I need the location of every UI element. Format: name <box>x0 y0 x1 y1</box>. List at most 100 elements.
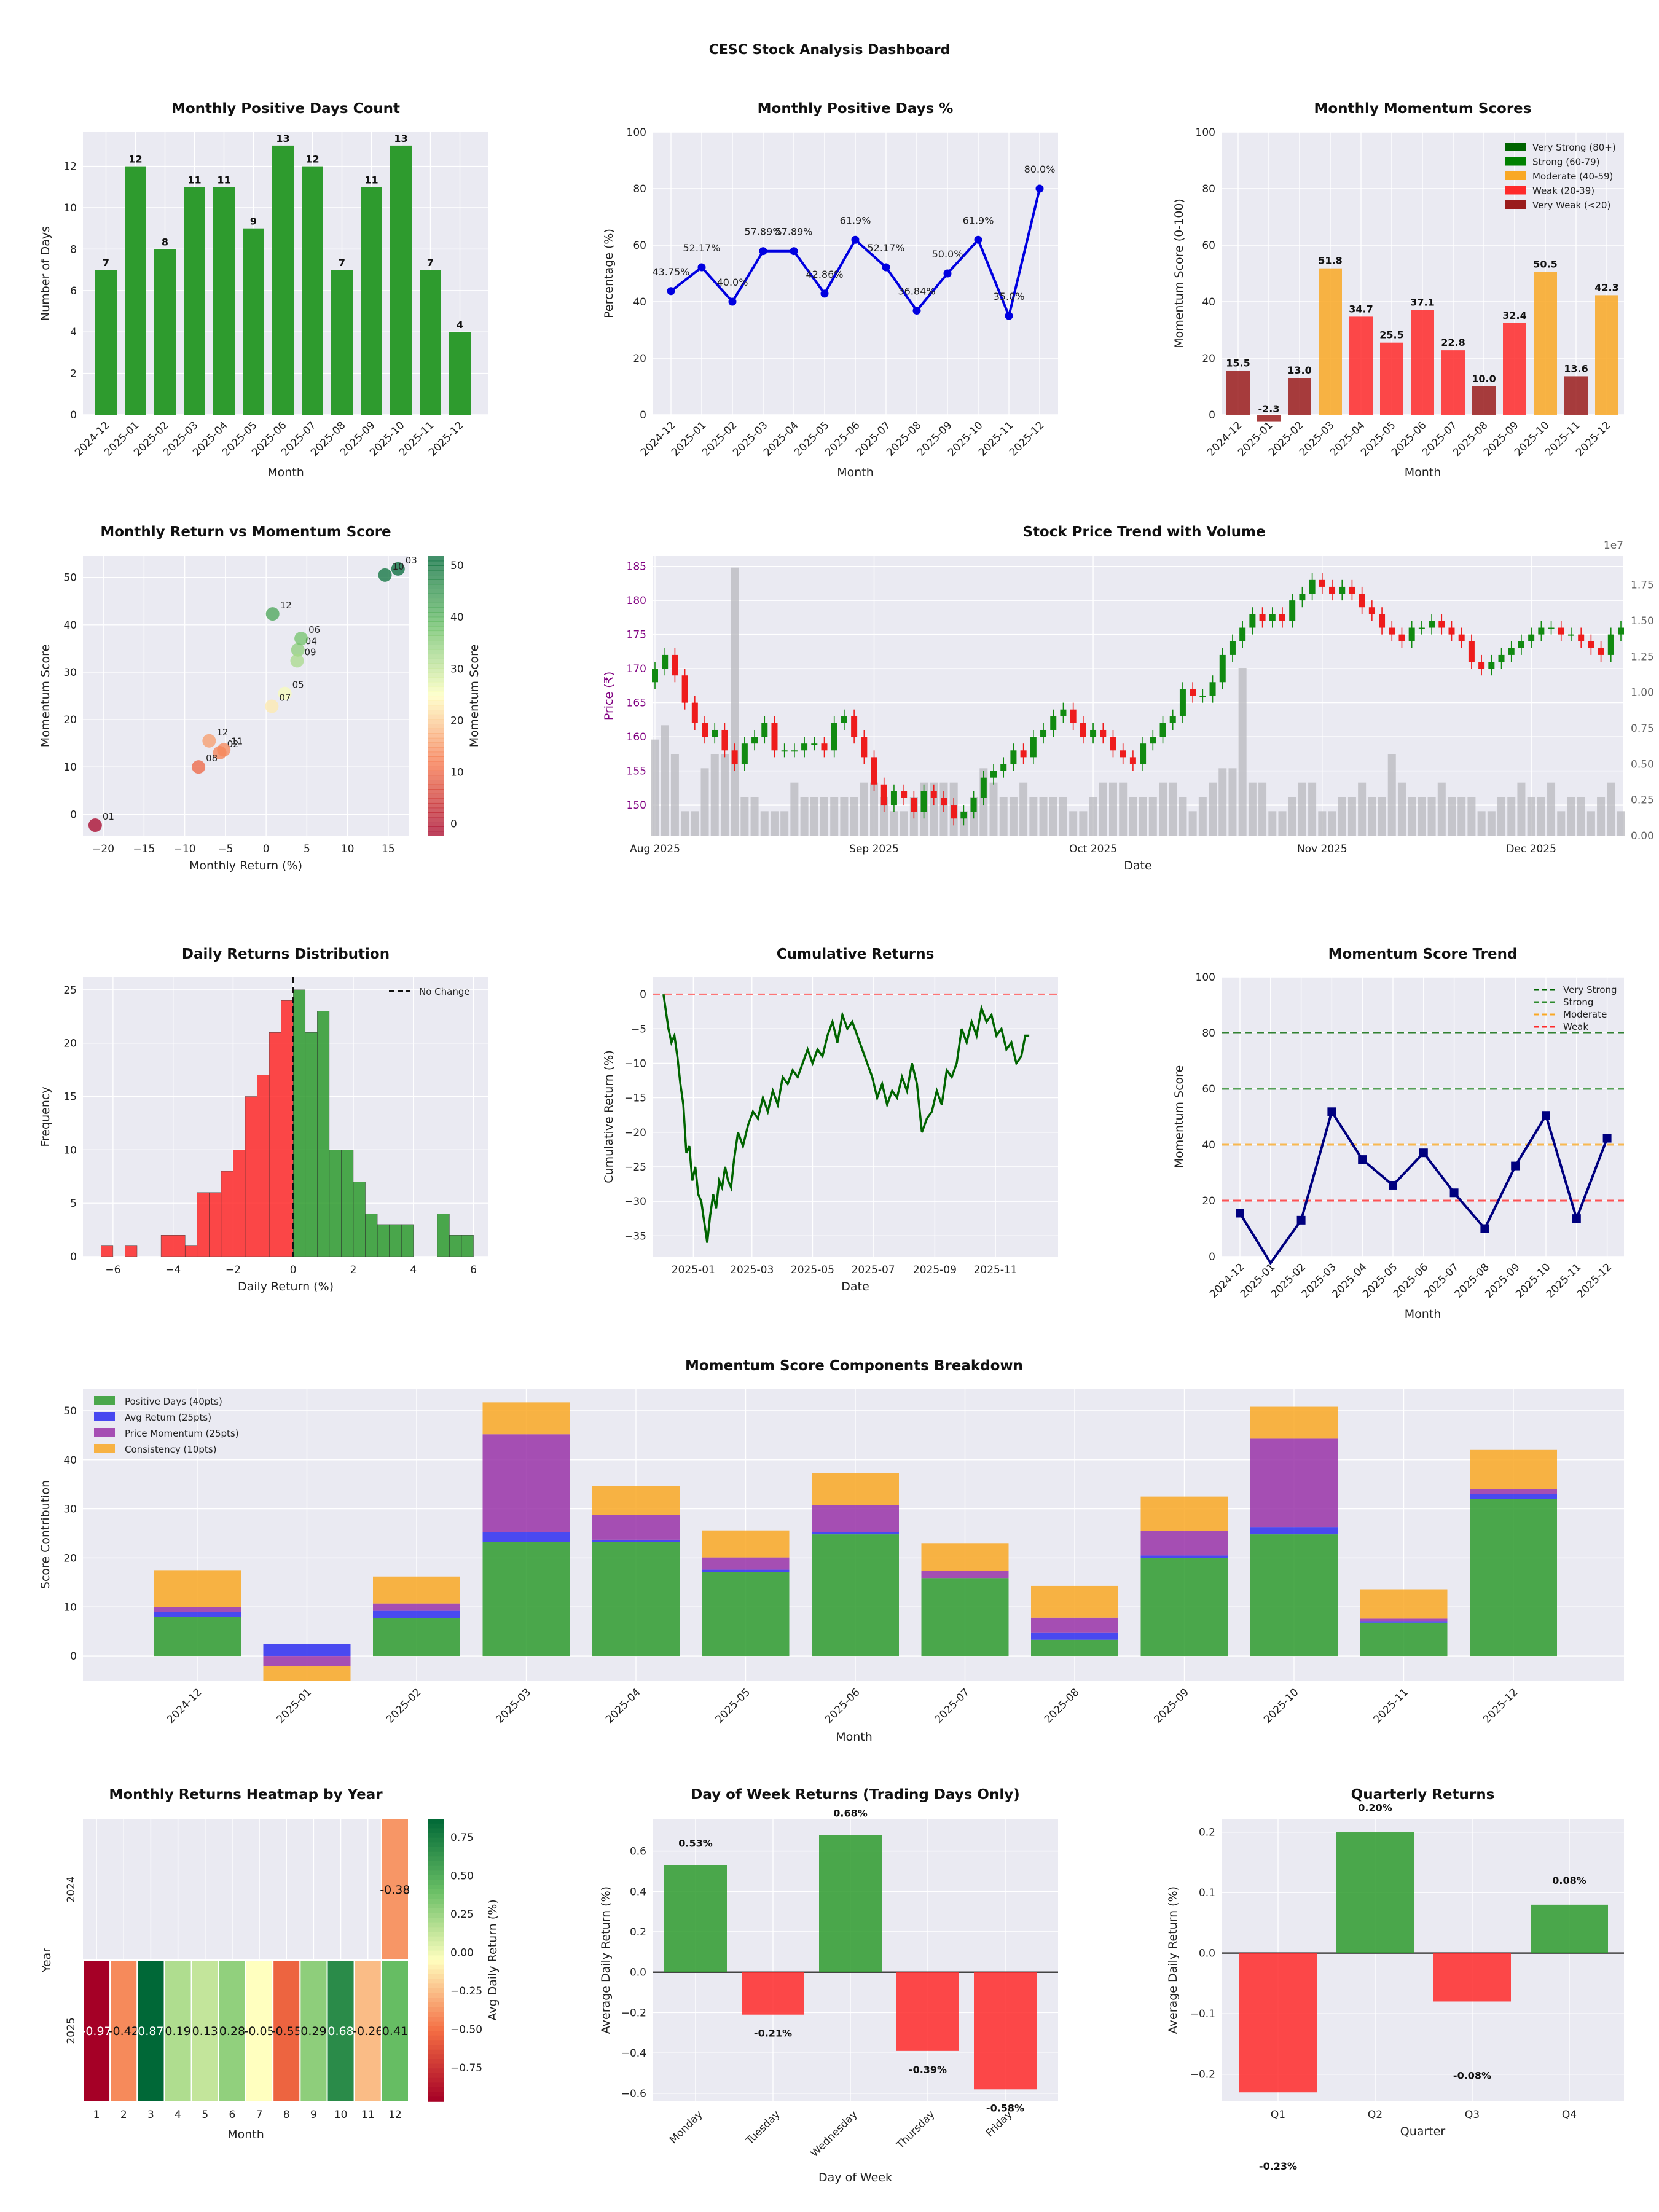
colorbar-step <box>428 724 444 729</box>
legend-item: Weak <box>1563 1021 1588 1032</box>
point-2024-12 <box>667 287 675 296</box>
colorbar-step <box>428 826 444 832</box>
colorbar-step <box>428 1960 444 1966</box>
cell-label: 0.28 <box>219 2025 245 2038</box>
y-tick-label: −5 <box>631 1023 646 1035</box>
x-tick-label: 2024-12 <box>165 1686 204 1725</box>
x-tick-label: Q2 <box>1368 2109 1382 2121</box>
x-axis-label: Monthly Return (%) <box>189 859 302 873</box>
segment <box>482 1542 570 1657</box>
candle <box>712 729 718 737</box>
colorbar-step <box>428 602 444 608</box>
volume-bar <box>1278 811 1287 836</box>
colorbar-step <box>428 2040 444 2045</box>
colorbar-tick: −0.25 <box>450 1985 482 1998</box>
y-tick-label: 2 <box>70 368 77 380</box>
colorbar-step <box>428 784 444 790</box>
point-2025-03 <box>759 247 767 256</box>
point <box>278 686 292 700</box>
point-2025-04 <box>1358 1155 1367 1164</box>
bar-2025-01 <box>125 166 146 415</box>
colorbar-step <box>428 1870 444 1876</box>
colorbar-step <box>428 593 444 599</box>
bar-2025-04 <box>1349 316 1373 415</box>
volume-bar <box>999 797 1008 836</box>
colorbar-step <box>428 584 444 589</box>
data-label: 61.9% <box>840 214 871 226</box>
colorbar-tick: 50 <box>450 560 464 572</box>
volume-bar <box>1049 797 1057 836</box>
data-label: -2.3 <box>1258 403 1280 415</box>
chart-title: Momentum Score Trend <box>1328 946 1518 962</box>
x-tick-label: Aug 2025 <box>630 843 680 855</box>
colorbar-step <box>428 1856 444 1862</box>
bar-2025-11 <box>1564 376 1588 415</box>
x-axis-label: Daily Return (%) <box>238 1280 334 1293</box>
chart-momentum-trend: 2024-122025-012025-022025-032025-042025-… <box>1172 946 1624 1321</box>
volume-bar <box>1248 782 1257 836</box>
colorbar-step <box>428 2045 444 2050</box>
colorbar-step <box>428 2063 444 2069</box>
legend-item: No Change <box>419 986 470 997</box>
colorbar-step <box>428 2087 444 2093</box>
x-tick-label: 2025-12 <box>1481 1686 1520 1725</box>
candle <box>1618 627 1624 635</box>
x-tick-label: 2025-07 <box>852 1264 895 1276</box>
candle <box>1269 614 1276 621</box>
segment <box>702 1530 790 1558</box>
y-tick-label: −0.2 <box>1190 2069 1215 2081</box>
volume-bar <box>740 797 749 836</box>
colorbar-step <box>428 728 444 734</box>
bar-wednesday <box>819 1835 882 1972</box>
colorbar-step <box>428 733 444 739</box>
colorbar-tick: 40 <box>450 611 464 624</box>
volume-bar <box>661 725 669 836</box>
data-label: 43.75% <box>652 266 689 278</box>
y-tick-label: −0.6 <box>621 2088 646 2100</box>
chart-title: Monthly Positive Days Count <box>171 101 400 117</box>
x-tick-label: −2 <box>226 1264 241 1276</box>
colorbar-tick: 0.00 <box>450 1947 474 1959</box>
bar-2025-05 <box>1380 342 1403 415</box>
y-tick-label: 10 <box>63 202 77 214</box>
point-label: 12 <box>216 727 228 738</box>
volume-bar <box>651 739 659 836</box>
colorbar-step <box>428 686 444 692</box>
volume-bar <box>890 811 898 836</box>
candle <box>1219 654 1226 683</box>
colorbar-step <box>428 1983 444 1989</box>
x-axis-label: Month <box>267 466 304 479</box>
x-tick-label: Oct 2025 <box>1069 843 1117 855</box>
hist-bin <box>449 1235 462 1257</box>
chart-title: Stock Price Trend with Volume <box>1022 524 1265 540</box>
y-tick-label: −15 <box>624 1092 646 1105</box>
y-axis-label: Avg Daily Return (%) <box>486 1899 500 2020</box>
price-tick-label: 155 <box>627 766 646 778</box>
colorbar-step <box>428 1955 444 1961</box>
cell-label: 0.13 <box>192 2025 218 2038</box>
y-tick-label: 20 <box>63 1552 77 1564</box>
colorbar-tick: 0.25 <box>450 1908 474 1921</box>
candle <box>761 723 768 737</box>
candle <box>911 798 917 812</box>
candle <box>821 743 828 751</box>
candle <box>1418 627 1425 629</box>
bar-q3 <box>1433 1953 1511 2002</box>
volume-bar <box>1338 797 1346 836</box>
bar-2025-03 <box>1319 268 1342 415</box>
x-tick-label: Wednesday <box>809 2108 860 2160</box>
segment <box>373 1618 460 1657</box>
volume-bar <box>710 754 719 836</box>
x-tick-label: 2025-11 <box>1371 1686 1411 1725</box>
hist-bin <box>209 1192 222 1257</box>
x-tick-label: 6 <box>229 2109 236 2121</box>
colorbar-step <box>428 598 444 603</box>
y-tick-label: 80 <box>633 183 646 195</box>
x-tick-label: −4 <box>165 1264 181 1276</box>
data-label: 40.0% <box>717 276 748 288</box>
chart-positive-days-pct: 43.75%2024-1252.17%2025-0140.0%2025-0257… <box>602 101 1058 479</box>
volume-bar <box>1597 797 1606 836</box>
point-label: 08 <box>206 753 218 764</box>
chart-quarterly-returns: -0.23% Q1 0.20% Q2 -0.08% Q3 0.08% Q4 0.2 0.1 0.0 −… <box>1166 1787 1624 2172</box>
bar-q1 <box>1239 1953 1317 2093</box>
